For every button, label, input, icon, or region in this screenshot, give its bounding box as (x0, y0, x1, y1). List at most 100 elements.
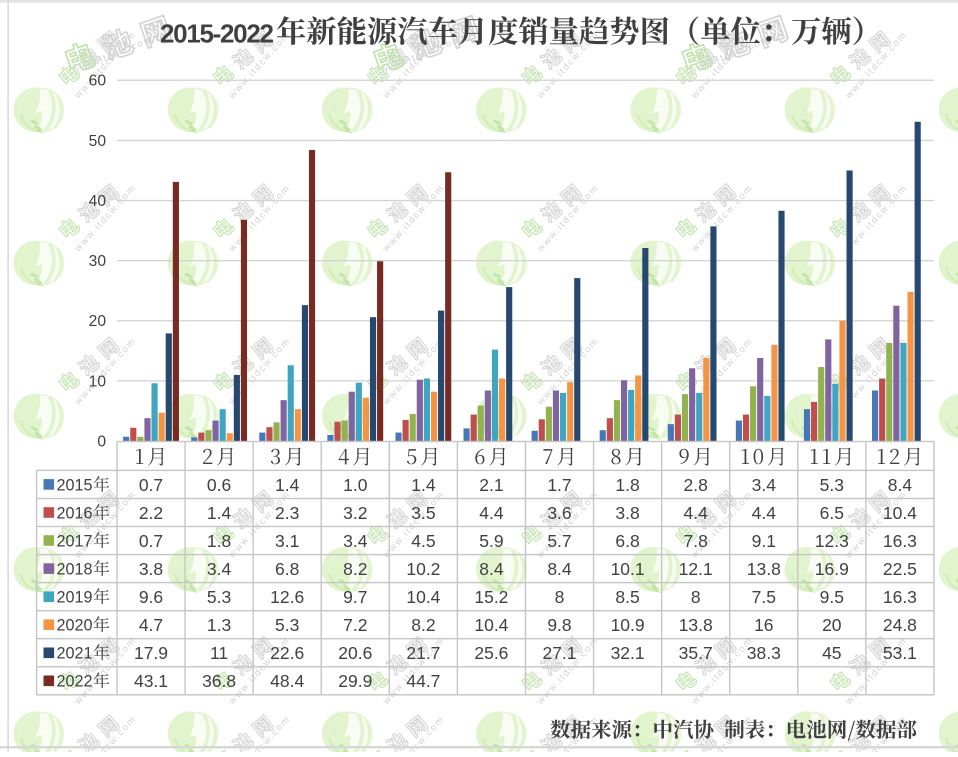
svg-text:2019: 2019 (57, 589, 93, 607)
svg-text:53.1: 53.1 (883, 643, 917, 663)
svg-text:2015-2022: 2015-2022 (160, 19, 273, 49)
svg-text:16: 16 (754, 615, 773, 635)
svg-text:1.4: 1.4 (275, 475, 300, 495)
svg-text:16.3: 16.3 (883, 531, 917, 551)
svg-text:8.4: 8.4 (888, 475, 913, 495)
svg-text:3.5: 3.5 (411, 503, 435, 523)
svg-text:2022: 2022 (57, 673, 93, 691)
svg-text:60: 60 (89, 73, 107, 90)
svg-text:4.4: 4.4 (479, 503, 504, 523)
svg-text:1.0: 1.0 (343, 475, 368, 495)
svg-text:2018: 2018 (57, 561, 93, 579)
svg-text:17.9: 17.9 (134, 643, 168, 663)
svg-text:29.9: 29.9 (338, 671, 372, 691)
svg-text:10: 10 (89, 373, 107, 390)
svg-text:6.8: 6.8 (275, 559, 299, 579)
svg-text:44.7: 44.7 (406, 671, 440, 691)
svg-text:5.3: 5.3 (275, 615, 299, 635)
svg-text:10.4: 10.4 (406, 587, 440, 607)
svg-text:4.7: 4.7 (139, 615, 163, 635)
svg-text:45: 45 (822, 643, 841, 663)
svg-text:1.8: 1.8 (207, 531, 231, 551)
svg-text:4.5: 4.5 (411, 531, 435, 551)
svg-text:3.4: 3.4 (207, 559, 232, 579)
svg-text:2020: 2020 (57, 617, 93, 635)
svg-text:36.8: 36.8 (202, 671, 236, 691)
svg-text:8.5: 8.5 (615, 587, 639, 607)
svg-text:7.5: 7.5 (752, 587, 776, 607)
svg-text:40: 40 (89, 193, 107, 210)
svg-text:3.1: 3.1 (275, 531, 299, 551)
svg-text:9.5: 9.5 (820, 587, 844, 607)
svg-text:22.6: 22.6 (270, 643, 304, 663)
svg-text:2.8: 2.8 (684, 475, 708, 495)
svg-text:0.7: 0.7 (139, 531, 163, 551)
svg-text:4.4: 4.4 (752, 503, 777, 523)
svg-text:3.4: 3.4 (343, 531, 368, 551)
svg-text:2.2: 2.2 (139, 503, 163, 523)
svg-text:9.6: 9.6 (139, 587, 163, 607)
svg-text:16.9: 16.9 (815, 559, 849, 579)
svg-text:1.4: 1.4 (207, 503, 232, 523)
svg-text:2016: 2016 (57, 504, 93, 522)
svg-text:9.8: 9.8 (547, 615, 571, 635)
svg-text:12.3: 12.3 (815, 531, 849, 551)
svg-text:1.4: 1.4 (411, 475, 436, 495)
svg-text:8: 8 (555, 587, 565, 607)
svg-text:30: 30 (89, 253, 107, 270)
svg-text:2015: 2015 (57, 476, 93, 494)
svg-text:8.4: 8.4 (547, 559, 572, 579)
svg-text:12.1: 12.1 (679, 559, 713, 579)
svg-text:20: 20 (822, 615, 842, 635)
svg-text:11: 11 (210, 643, 228, 663)
svg-text:24.8: 24.8 (883, 615, 917, 635)
svg-text:10.2: 10.2 (406, 559, 440, 579)
svg-text:27.1: 27.1 (542, 643, 576, 663)
svg-text:6.5: 6.5 (820, 503, 844, 523)
svg-text:9.7: 9.7 (343, 587, 367, 607)
svg-text:9.1: 9.1 (752, 531, 776, 551)
svg-text:3.2: 3.2 (343, 503, 367, 523)
svg-text:50: 50 (89, 133, 107, 150)
svg-text:8.2: 8.2 (343, 559, 367, 579)
svg-text:8.2: 8.2 (411, 615, 435, 635)
svg-text:20.6: 20.6 (338, 643, 372, 663)
svg-text:21.7: 21.7 (406, 643, 440, 663)
svg-text:1.8: 1.8 (615, 475, 639, 495)
svg-text:16.3: 16.3 (883, 587, 917, 607)
svg-text:5.3: 5.3 (207, 587, 231, 607)
svg-text:1.7: 1.7 (547, 475, 571, 495)
svg-text:43.1: 43.1 (134, 671, 168, 691)
svg-text:35.7: 35.7 (679, 643, 713, 663)
svg-text:10.4: 10.4 (883, 503, 917, 523)
svg-text:2.1: 2.1 (479, 475, 503, 495)
svg-text:13.8: 13.8 (679, 615, 713, 635)
svg-text:0.7: 0.7 (139, 475, 163, 495)
svg-text:2021: 2021 (57, 645, 93, 663)
svg-text:0: 0 (97, 433, 106, 450)
svg-text:5.7: 5.7 (547, 531, 571, 551)
svg-text:10.4: 10.4 (474, 615, 508, 635)
svg-text:1.3: 1.3 (207, 615, 231, 635)
svg-text:10.1: 10.1 (611, 559, 645, 579)
svg-text:12.6: 12.6 (270, 587, 304, 607)
svg-text:8: 8 (691, 587, 701, 607)
svg-text:32.1: 32.1 (611, 643, 645, 663)
svg-text:5.9: 5.9 (479, 531, 503, 551)
svg-text:6.8: 6.8 (615, 531, 639, 551)
svg-text:15.2: 15.2 (474, 587, 508, 607)
svg-text:0.6: 0.6 (207, 475, 231, 495)
svg-text:2017: 2017 (57, 532, 93, 550)
svg-text:2.3: 2.3 (275, 503, 299, 523)
svg-text:38.3: 38.3 (747, 643, 781, 663)
svg-text:22.5: 22.5 (883, 559, 917, 579)
svg-text:13.8: 13.8 (747, 559, 781, 579)
svg-text:10.9: 10.9 (611, 615, 645, 635)
svg-text:3.4: 3.4 (752, 475, 777, 495)
svg-text:4.4: 4.4 (684, 503, 709, 523)
svg-text:3.8: 3.8 (139, 559, 163, 579)
svg-text:8.4: 8.4 (479, 559, 504, 579)
svg-text:48.4: 48.4 (270, 671, 304, 691)
svg-text:5.3: 5.3 (820, 475, 844, 495)
svg-text:3.8: 3.8 (615, 503, 639, 523)
